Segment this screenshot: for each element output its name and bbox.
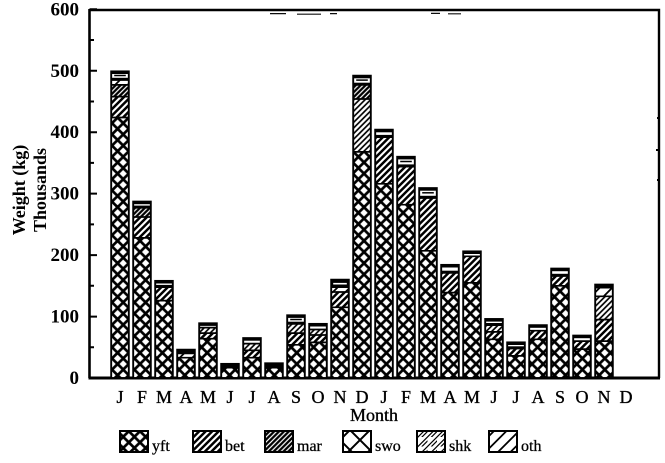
svg-text:O: O: [576, 387, 589, 407]
svg-text:M: M: [156, 387, 172, 407]
svg-text:100: 100: [51, 307, 80, 328]
svg-text:J: J: [116, 387, 123, 407]
svg-text:400: 400: [51, 122, 80, 143]
svg-text:N: N: [598, 387, 611, 407]
svg-text:J: J: [490, 387, 497, 407]
svg-text:M: M: [420, 387, 436, 407]
svg-text:bet: bet: [225, 438, 245, 455]
svg-text:A: A: [444, 387, 457, 407]
svg-text:shk: shk: [449, 438, 471, 455]
svg-text:F: F: [137, 387, 147, 407]
svg-text:O: O: [312, 387, 325, 407]
svg-text:300: 300: [51, 184, 80, 205]
svg-text:500: 500: [51, 61, 80, 82]
svg-text:mar: mar: [297, 438, 323, 455]
svg-text:N: N: [334, 387, 347, 407]
svg-text:D: D: [356, 387, 369, 407]
svg-text:swo: swo: [375, 438, 401, 455]
svg-text:J: J: [380, 387, 387, 407]
svg-text:J: J: [226, 387, 233, 407]
svg-text:oth: oth: [521, 438, 541, 455]
svg-text:600: 600: [51, 0, 80, 20]
svg-text:0: 0: [70, 368, 80, 389]
svg-text:200: 200: [51, 245, 80, 266]
svg-text:J: J: [512, 387, 519, 407]
svg-text:A: A: [532, 387, 545, 407]
svg-text:Month: Month: [350, 405, 398, 425]
svg-text:M: M: [200, 387, 216, 407]
svg-text:Thousands: Thousands: [30, 148, 50, 232]
svg-text:F: F: [401, 387, 411, 407]
svg-text:A: A: [268, 387, 281, 407]
svg-text:M: M: [464, 387, 480, 407]
svg-text:D: D: [620, 387, 633, 407]
svg-text:yft: yft: [152, 438, 170, 455]
svg-text:Weight (kg): Weight (kg): [9, 145, 30, 236]
svg-text:S: S: [555, 387, 565, 407]
svg-text:J: J: [248, 387, 255, 407]
svg-text:S: S: [291, 387, 301, 407]
svg-text:A: A: [180, 387, 193, 407]
